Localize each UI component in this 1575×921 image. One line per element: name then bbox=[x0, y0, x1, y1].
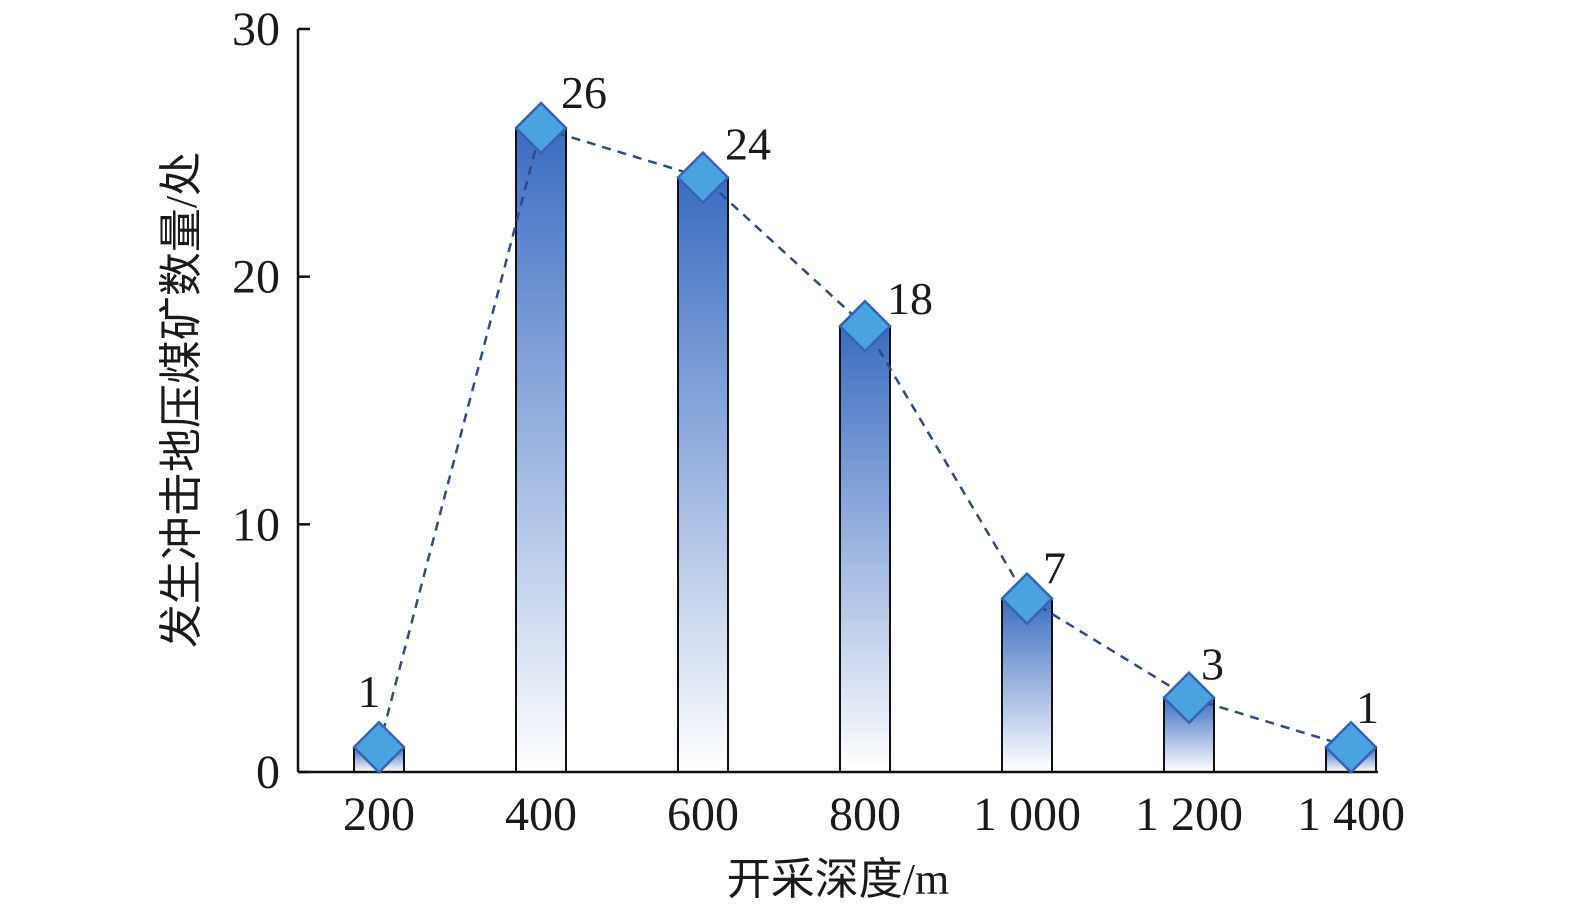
x-tick-label-6: 1 200 bbox=[1135, 788, 1243, 841]
data-label-7: 1 bbox=[1356, 682, 1379, 733]
markers-layer bbox=[352, 101, 1378, 775]
y-tick-label-2: 20 bbox=[232, 251, 280, 304]
marker-5 bbox=[1000, 571, 1054, 626]
marker-4 bbox=[838, 299, 892, 353]
y-axis-title: 发生冲击地压煤矿数量/处 bbox=[157, 152, 206, 648]
marker-2 bbox=[514, 101, 568, 155]
data-label-6: 3 bbox=[1201, 639, 1224, 690]
data-label-5: 7 bbox=[1043, 543, 1066, 594]
x-tick-label-2: 400 bbox=[505, 788, 577, 841]
x-axis-title: 开采深度/m bbox=[727, 855, 949, 904]
data-label-3: 24 bbox=[725, 119, 771, 170]
x-tick-label-7: 1 400 bbox=[1297, 788, 1405, 841]
y-tick-label-0: 0 bbox=[256, 746, 280, 799]
marker-6 bbox=[1162, 670, 1216, 725]
x-tick-label-1: 200 bbox=[343, 788, 415, 841]
x-tick-label-3: 600 bbox=[667, 788, 739, 841]
bar-3 bbox=[677, 176, 729, 774]
marker-7 bbox=[1324, 720, 1378, 775]
marker-3 bbox=[676, 150, 730, 205]
axes-layer: 0 10 20 30 200 400 600 800 1 000 1 200 1 400 bbox=[232, 3, 1405, 841]
data-label-1: 1 bbox=[358, 666, 381, 717]
x-tick-label-4: 800 bbox=[829, 788, 901, 841]
bar-4 bbox=[839, 325, 891, 773]
bar-2 bbox=[515, 127, 567, 774]
y-tick-label-1: 10 bbox=[232, 498, 280, 551]
x-tick-label-5: 1 000 bbox=[973, 788, 1081, 841]
data-label-4: 18 bbox=[887, 273, 933, 324]
y-tick-label-3: 30 bbox=[232, 3, 280, 56]
labels-layer: 1 26 24 18 7 3 1 bbox=[358, 67, 1380, 733]
marker-1 bbox=[352, 720, 406, 775]
data-label-2: 26 bbox=[561, 67, 607, 118]
